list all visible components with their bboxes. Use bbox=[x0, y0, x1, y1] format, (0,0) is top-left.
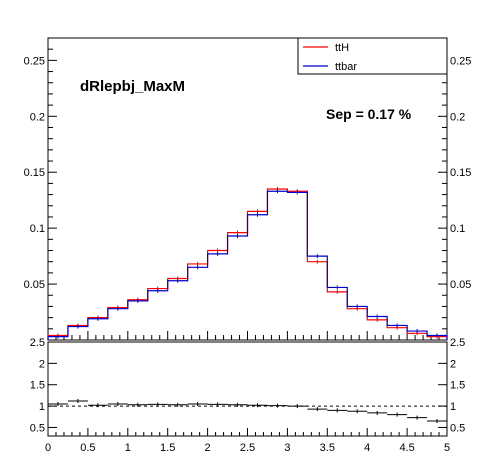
ratio-y-tick-label-right: 1.5 bbox=[450, 380, 465, 392]
ratio-y-tick-label-right: 0.5 bbox=[450, 422, 465, 434]
x-tick-label: 3 bbox=[284, 442, 290, 454]
x-tick-label: 1.5 bbox=[160, 442, 175, 454]
main-histograms bbox=[47, 187, 448, 340]
y-tick-label-right: 0.2 bbox=[450, 111, 465, 123]
y-tick-label-right: 0.25 bbox=[450, 55, 471, 67]
ratio-points bbox=[48, 398, 447, 424]
x-tick-label: 2.5 bbox=[240, 442, 255, 454]
ratio-plot-frame bbox=[47, 341, 448, 437]
legend: ttH ttbar bbox=[297, 37, 448, 75]
x-tick-label: 4.5 bbox=[399, 442, 414, 454]
series-line-ttbar bbox=[47, 190, 448, 340]
y-tick-label-right: 0.15 bbox=[450, 167, 471, 179]
ratio-y-tick-label-left: 2 bbox=[39, 358, 45, 370]
ratio-y-tick-label-left: 1 bbox=[39, 401, 45, 413]
x-tick-label: 2 bbox=[205, 442, 211, 454]
x-tick-label: 0 bbox=[45, 442, 51, 454]
y-tick-label-left: 0.1 bbox=[30, 223, 45, 235]
y-tick-label-left: 0.05 bbox=[24, 279, 45, 291]
y-tick-label-left: 0.15 bbox=[24, 167, 45, 179]
y-tick-label-left: 0.25 bbox=[24, 55, 45, 67]
legend-label-ttbar: ttbar bbox=[335, 61, 357, 73]
x-tick-label: 4 bbox=[364, 442, 370, 454]
x-tick-label: 1 bbox=[125, 442, 131, 454]
x-tick-label: 5 bbox=[444, 442, 450, 454]
y-tick-label-right: 0.1 bbox=[450, 223, 465, 235]
separation-label: Sep = 0.17 % bbox=[326, 106, 412, 122]
ratio-y-tick-label-left: 0.5 bbox=[30, 422, 45, 434]
legend-label-tth: ttH bbox=[335, 42, 349, 54]
ratio-y-tick-label-right: 1 bbox=[450, 401, 456, 413]
y-tick-label-left: 0.2 bbox=[30, 111, 45, 123]
ratio-y-tick-label-right: 2.5 bbox=[450, 337, 465, 349]
x-tick-label: 3.5 bbox=[320, 442, 335, 454]
ratio-y-tick-label-left: 2.5 bbox=[30, 337, 45, 349]
main-axis-ticks: 0.05 0.05 0.1 0.1 0.15 0.15 0.2 0.2 0.25 0.25 bbox=[24, 48, 471, 340]
legend-box bbox=[297, 37, 448, 75]
ratio-axis-ticks: 0.5 0.51 11.5 1.52 22.5 2.50 0.5 1 1.5 2 2.5 3 3.5 4 4… bbox=[30, 337, 466, 454]
chart-title: dRlepbj_MaxM bbox=[80, 78, 185, 95]
x-tick-label: 0.5 bbox=[80, 442, 95, 454]
ratio-y-tick-label-left: 1.5 bbox=[30, 380, 45, 392]
ratio-y-tick-label-right: 2 bbox=[450, 358, 456, 370]
y-tick-label-right: 0.05 bbox=[450, 279, 471, 291]
